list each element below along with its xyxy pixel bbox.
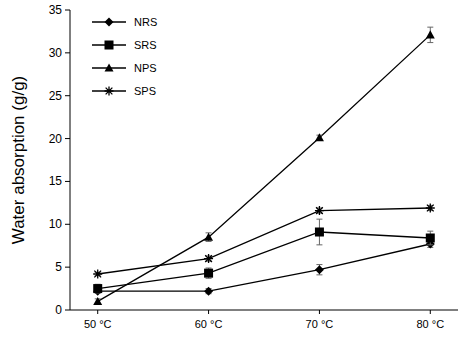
- legend-marker: [105, 41, 114, 50]
- plot-area: [93, 27, 435, 305]
- legend-marker: [105, 18, 114, 27]
- data-point: [204, 287, 213, 296]
- y-tick: [65, 138, 70, 139]
- y-tick-label: 35: [49, 3, 63, 17]
- legend-label: NRS: [134, 16, 157, 28]
- x-axis: [70, 310, 458, 311]
- y-tick: [65, 224, 70, 225]
- x-tick: [430, 310, 431, 314]
- x-tick: [97, 310, 98, 314]
- x-tick: [208, 310, 209, 314]
- y-axis-label: Water absorption (g/g): [9, 76, 28, 245]
- y-tick-label: 10: [49, 217, 63, 231]
- data-point: [315, 133, 324, 141]
- y-axis: [70, 10, 71, 310]
- y-tick-label: 15: [49, 174, 63, 188]
- data-point: [426, 204, 435, 213]
- y-tick: [65, 10, 70, 11]
- series-line: [98, 35, 431, 302]
- data-point: [93, 284, 102, 293]
- series-line: [98, 232, 431, 289]
- chart-svg: 0 5 10 15 20 25 30 35 50 °C 60 °C 70 °C 80 °C Water …: [0, 0, 474, 341]
- data-point: [315, 265, 324, 274]
- legend-label: SPS: [134, 85, 156, 97]
- y-tick-label: 30: [49, 46, 63, 60]
- x-tick-label: 60 °C: [195, 318, 223, 330]
- chart-container: 0 5 10 15 20 25 30 35 50 °C 60 °C 70 °C 80 °C Water …: [0, 0, 474, 341]
- y-tick: [65, 95, 70, 96]
- y-tick-label: 20: [49, 132, 63, 146]
- y-tick-label: 25: [49, 89, 63, 103]
- data-point: [93, 297, 102, 305]
- y-tick: [65, 181, 70, 182]
- data-point: [315, 206, 324, 215]
- data-point: [426, 234, 435, 243]
- legend-marker: [105, 87, 114, 96]
- y-tick: [65, 310, 70, 311]
- y-tick: [65, 267, 70, 268]
- legend-marker: [105, 64, 114, 72]
- data-point: [426, 30, 435, 38]
- legend: NRS SRS NPS SPS: [92, 16, 157, 97]
- x-tick-label: 80 °C: [416, 318, 444, 330]
- series-line: [98, 208, 431, 274]
- legend-label: SRS: [134, 39, 157, 51]
- data-point: [93, 270, 102, 279]
- y-tick-label: 5: [55, 260, 62, 274]
- legend-label: NPS: [134, 62, 157, 74]
- data-point: [204, 269, 213, 278]
- x-tick-label: 50 °C: [84, 318, 112, 330]
- data-point: [315, 228, 324, 237]
- x-tick-label: 70 °C: [306, 318, 334, 330]
- data-point: [204, 233, 213, 241]
- x-tick: [319, 310, 320, 314]
- y-tick-label: 0: [55, 303, 62, 317]
- y-tick: [65, 52, 70, 53]
- data-point: [204, 254, 213, 263]
